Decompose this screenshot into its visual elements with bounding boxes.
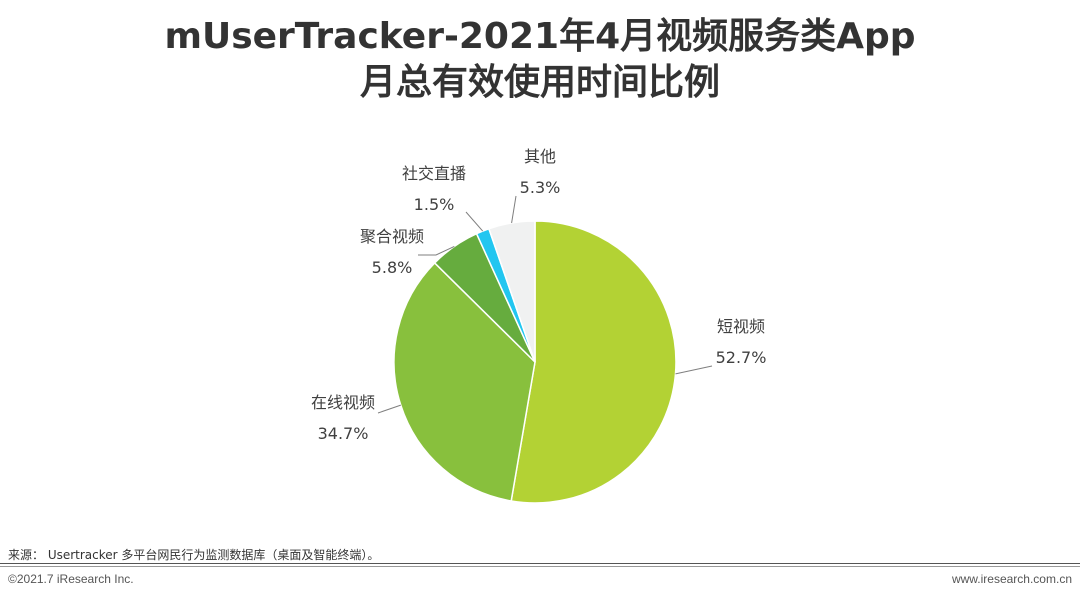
slice-label: 其他	[524, 147, 556, 166]
leader-line	[465, 211, 484, 232]
pie-slice	[510, 220, 677, 504]
slice-value-label: 5.3%	[520, 178, 561, 197]
slice-value-label: 52.7%	[716, 348, 767, 367]
chart-title: mUserTracker-2021年4月视频服务类App 月总有效使用时间比例	[0, 14, 1080, 106]
footer-divider-secondary	[0, 566, 1080, 567]
slice-label: 短视频	[717, 317, 765, 336]
leader-line	[675, 365, 713, 375]
slice-value-label: 5.8%	[372, 258, 413, 277]
pie-slice	[487, 220, 536, 363]
source-note: 来源： Usertracker 多平台网民行为监测数据库（桌面及智能终端）。	[8, 548, 380, 562]
pie-chart: 短视频 52.7% 在线视频 34.7% 聚合视频 5.8% 社交直播 1.5% 其他 5.3%	[311, 147, 767, 504]
chart-title-line1: mUserTracker-2021年4月视频服务类App	[164, 16, 916, 57]
slice-value-label: 34.7%	[318, 424, 369, 443]
leader-line	[377, 404, 401, 414]
slice-label: 聚合视频	[360, 227, 424, 246]
website-link[interactable]: www.iresearch.com.cn	[951, 572, 1072, 586]
leader-line	[511, 195, 517, 224]
copyright-text: ©2021.7 iResearch Inc.	[8, 572, 134, 586]
slice-label: 在线视频	[311, 393, 375, 412]
slice-value-label: 1.5%	[414, 195, 455, 214]
footer-divider	[0, 563, 1080, 564]
chart-title-line2: 月总有效使用时间比例	[359, 62, 720, 103]
leader-line	[418, 245, 455, 256]
slice-label: 社交直播	[402, 164, 466, 183]
